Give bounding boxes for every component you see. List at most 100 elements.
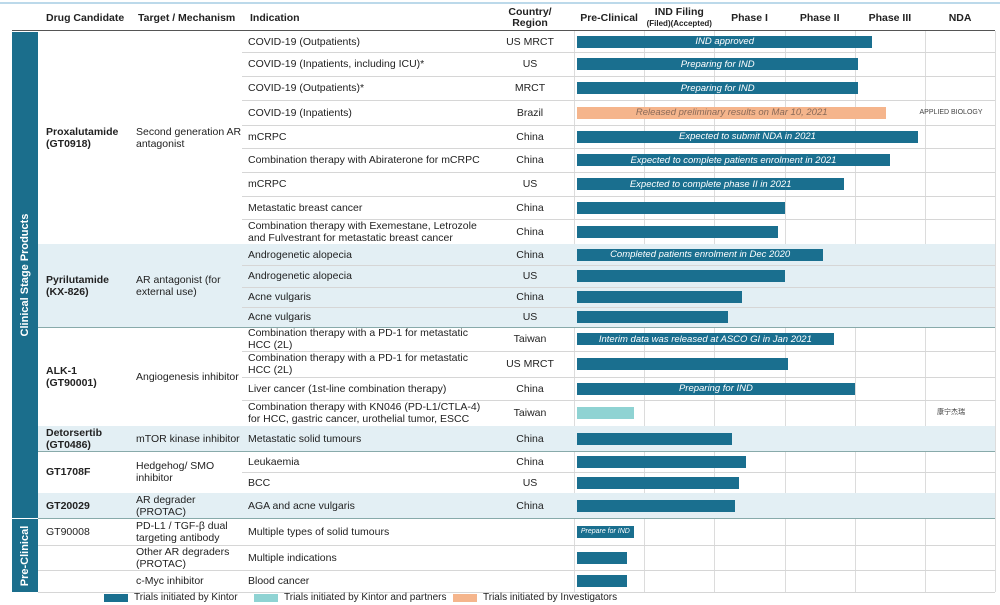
row-rule: [242, 148, 995, 149]
region: Taiwan: [513, 333, 547, 345]
section-label: Clinical Stage Products: [12, 31, 38, 518]
row-shade: [38, 244, 995, 327]
region: US: [522, 476, 538, 489]
drug-target: Hedgehog/ SMO inhibitor: [136, 460, 215, 484]
stage-bar: [577, 432, 732, 445]
indication: COVID-19 (Outpatients)*: [248, 82, 365, 94]
region: China: [516, 154, 544, 166]
column-header: Indication: [250, 11, 300, 24]
region: China: [516, 499, 544, 512]
column-header: Drug Candidate: [46, 11, 125, 24]
column-header: IND Filing (Filed)(Accepted): [644, 5, 714, 31]
stage-bar: [577, 201, 785, 214]
region: US: [522, 270, 538, 282]
drug-name: Proxalutamide (GT0918): [46, 125, 119, 150]
row-rule: [242, 400, 995, 401]
drug-target: AR antagonist (for external use): [136, 273, 221, 298]
drug-rule: [38, 545, 995, 546]
section-text: Pre-Clinical: [19, 525, 31, 586]
region: US: [522, 58, 538, 70]
region: US MRCT: [506, 35, 554, 48]
row-rule: [242, 287, 995, 288]
region: China: [516, 432, 544, 445]
header-text: IND Filing: [654, 6, 704, 18]
indication: mCRPC: [248, 130, 287, 143]
column-header: Phase I: [731, 11, 768, 24]
stage-bar: [577, 499, 736, 512]
stage-bar: Expected to complete patients enrolment …: [577, 154, 890, 166]
row-shade: [38, 493, 995, 518]
header-rule: [12, 30, 995, 31]
stage-bar: Completed patients enrolment in Dec 2020: [577, 248, 824, 261]
stage-bar: Preparing for IND: [577, 82, 859, 94]
drug-rule: [38, 451, 995, 452]
row-rule: [242, 196, 995, 197]
row-rule: [242, 265, 995, 266]
section-label: Pre-Clinical: [12, 518, 38, 592]
indication: COVID-19 (Inpatients, including ICU)*: [248, 58, 425, 70]
stage-bar: [577, 311, 729, 323]
indication: Liver cancer (1st-line combination thera…: [248, 382, 447, 395]
bar-note: Preparing for IND: [680, 58, 755, 70]
row-rule: [242, 219, 995, 220]
stage-bar: Expected to submit NDA in 2021: [577, 130, 918, 143]
legend-swatch: [104, 594, 128, 602]
stage-bar: [577, 291, 743, 303]
row-rule: [242, 351, 995, 352]
indication: Combination therapy with Abiraterone for…: [248, 154, 480, 166]
indication: Metastatic breast cancer: [248, 201, 363, 214]
stage-bar: Expected to complete phase II in 2021: [577, 178, 845, 190]
indication: mCRPC: [248, 178, 287, 190]
column-header: Phase III: [868, 11, 912, 24]
bar-note: Preparing for IND: [678, 383, 753, 394]
drug-target: Angiogenesis inhibitor: [136, 370, 239, 383]
stage-bar: [577, 575, 627, 587]
bar-note: IND approved: [695, 36, 754, 47]
bar-note: Expected to complete patients enrolment …: [630, 154, 837, 166]
drug-rule: [38, 592, 995, 593]
region: US MRCT: [506, 358, 554, 370]
drug-name: Detorsertib (GT0486): [46, 426, 103, 451]
drug-name: Pyrilutamide (KX-826): [46, 273, 110, 298]
drug-name: ALK-1 (GT90001): [46, 364, 97, 389]
bar-note: Expected to submit NDA in 2021: [679, 131, 816, 142]
drug-target: Other AR degraders (PROTAC): [136, 545, 230, 570]
region: MRCT: [514, 82, 546, 94]
indication: Combination therapy with KN046 (PD-L1/CT…: [248, 401, 481, 425]
row-shade: [38, 426, 995, 451]
column-header: Pre-Clinical: [580, 11, 638, 24]
stage-bar: [577, 358, 789, 370]
region: Brazil: [516, 106, 544, 119]
bar-note: Completed patients enrolment in Dec 2020: [610, 249, 791, 260]
drug-name: GT20029: [46, 499, 90, 512]
section-text: Clinical Stage Products: [19, 213, 31, 337]
region: US: [522, 311, 538, 323]
legend-label: Trials initiated by Kintor: [134, 592, 238, 603]
indication: Androgenetic alopecia: [248, 270, 352, 282]
legend-swatch: [453, 594, 477, 602]
stage-bar: Preparing for IND: [577, 382, 855, 395]
drug-rule: [38, 327, 995, 328]
bar-note: Interim data was released at ASCO GI in …: [598, 333, 812, 345]
indication: BCC: [248, 476, 271, 489]
bar-note: Prepare for IND: [580, 528, 630, 535]
legend-label: Trials initiated by Investigators: [483, 592, 618, 603]
indication: Leukaemia: [248, 455, 300, 468]
drug-name: GT90008: [46, 525, 90, 538]
indication: AGA and acne vulgaris: [248, 499, 355, 512]
indication: COVID-19 (Inpatients): [248, 106, 352, 119]
stage-bar: [577, 476, 739, 489]
partner-logo: APPLIED BIOLOGY: [919, 108, 983, 116]
row-rule: [242, 172, 995, 173]
bar-note: Expected to complete phase II in 2021: [629, 178, 792, 190]
region: China: [516, 201, 544, 214]
indication: Multiple types of solid tumours: [248, 525, 390, 538]
region: China: [516, 248, 544, 261]
indication: Acne vulgaris: [248, 291, 312, 303]
bar-note: Released preliminary results on Mar 10, …: [635, 107, 828, 118]
region: China: [516, 130, 544, 143]
stage-bar: [577, 225, 778, 238]
indication: Blood cancer: [248, 575, 310, 587]
header-subtext: (Filed)(Accepted): [646, 19, 712, 28]
